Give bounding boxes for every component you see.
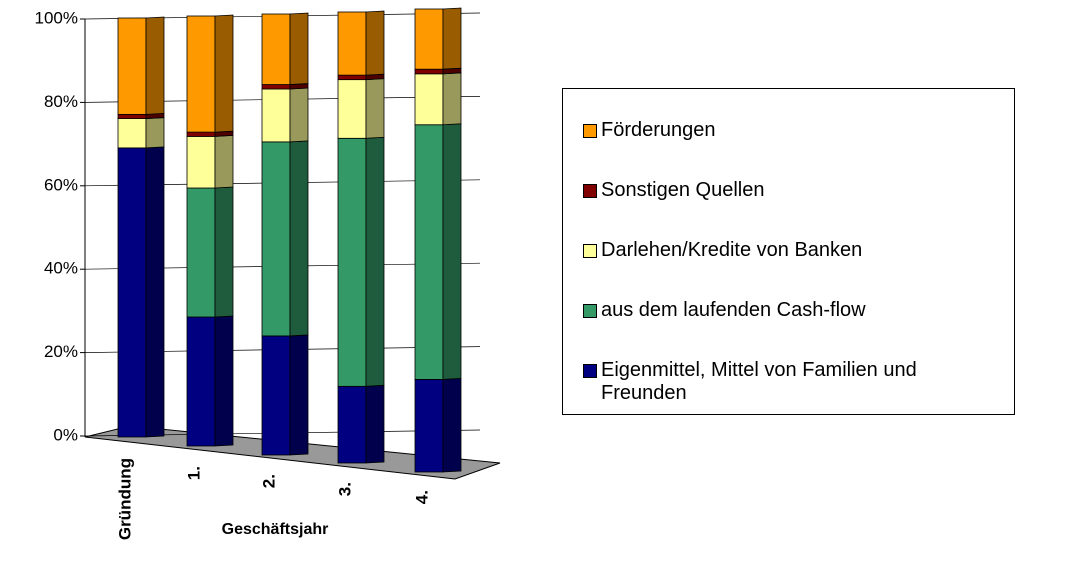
x-tick-label: Gründung xyxy=(115,458,134,540)
bar-front xyxy=(337,79,367,139)
bar-side xyxy=(289,334,309,456)
x-axis-title: Geschäftsjahr xyxy=(222,521,329,538)
y-tick-label: 60% xyxy=(44,175,78,194)
bar-front xyxy=(337,11,367,76)
bar-side xyxy=(145,117,165,149)
bar-front xyxy=(337,137,367,387)
bar-front xyxy=(414,8,444,70)
bar-side xyxy=(365,78,385,139)
bar-front xyxy=(337,385,367,464)
legend: Förderungen Sonstigen Quellen Darlehen/Kre… xyxy=(562,88,1015,415)
y-tick-label: 20% xyxy=(44,342,78,361)
bar-side xyxy=(365,10,385,76)
legend-swatch xyxy=(583,184,597,198)
legend-swatch xyxy=(583,124,597,138)
y-tick-label: 100% xyxy=(35,8,78,27)
bar-side xyxy=(442,7,462,70)
bar-front xyxy=(186,135,216,189)
bar-front xyxy=(261,84,291,90)
legend-label: Eigenmittel, Mittel von Familien und Fre… xyxy=(601,359,917,404)
bar-front xyxy=(261,88,291,143)
legend-item: Darlehen/Kredite von Banken xyxy=(583,239,1003,262)
bar-side xyxy=(442,72,462,126)
bar-front xyxy=(117,118,147,149)
bar-side xyxy=(214,134,234,189)
bar-side xyxy=(442,123,462,380)
bar-front xyxy=(414,378,444,473)
x-tick-label: 1. xyxy=(184,466,203,480)
bar-side xyxy=(289,87,309,143)
bar-front xyxy=(414,124,444,380)
bar-side xyxy=(214,186,234,318)
x-tick-label: 3. xyxy=(335,482,354,496)
bar-front xyxy=(261,13,291,85)
bar-front xyxy=(261,141,291,337)
legend-swatch xyxy=(583,304,597,318)
bar-front xyxy=(186,187,216,318)
legend-item: Sonstigen Quellen xyxy=(583,179,1003,202)
bar-front xyxy=(117,113,147,119)
bar-front xyxy=(117,17,147,115)
bar-front xyxy=(117,147,147,438)
bar-front xyxy=(261,335,291,456)
bar-side xyxy=(145,146,165,438)
bar-side xyxy=(289,140,309,337)
y-tick-label: 0% xyxy=(53,425,78,444)
legend-label: Sonstigen Quellen xyxy=(601,179,765,201)
legend-swatch xyxy=(583,364,597,378)
y-tick-label: 80% xyxy=(44,92,78,111)
bar-front xyxy=(414,68,444,75)
bar-front xyxy=(186,131,216,137)
y-tick-label: 40% xyxy=(44,259,78,278)
bar-side xyxy=(289,12,309,85)
bar-side xyxy=(442,377,462,473)
bar-front xyxy=(414,73,444,126)
bar-side xyxy=(365,384,385,464)
x-tick-label: 2. xyxy=(259,474,278,488)
x-tick-label: 4. xyxy=(412,490,431,504)
bar-front xyxy=(337,74,367,81)
legend-label: aus dem laufenden Cash-flow xyxy=(601,299,866,321)
bar-side xyxy=(214,14,234,133)
legend-item: Eigenmittel, Mittel von Familien und Fre… xyxy=(583,359,1003,405)
bar-front xyxy=(186,316,216,447)
legend-item: Förderungen xyxy=(583,119,1003,142)
legend-label: Darlehen/Kredite von Banken xyxy=(601,239,863,261)
bar-front xyxy=(186,15,216,133)
bar-side xyxy=(214,315,234,447)
legend-label: Förderungen xyxy=(601,119,716,141)
bar-side xyxy=(145,16,165,115)
bar-side xyxy=(365,136,385,387)
legend-item: aus dem laufenden Cash-flow xyxy=(583,299,1003,322)
legend-swatch xyxy=(583,244,597,258)
